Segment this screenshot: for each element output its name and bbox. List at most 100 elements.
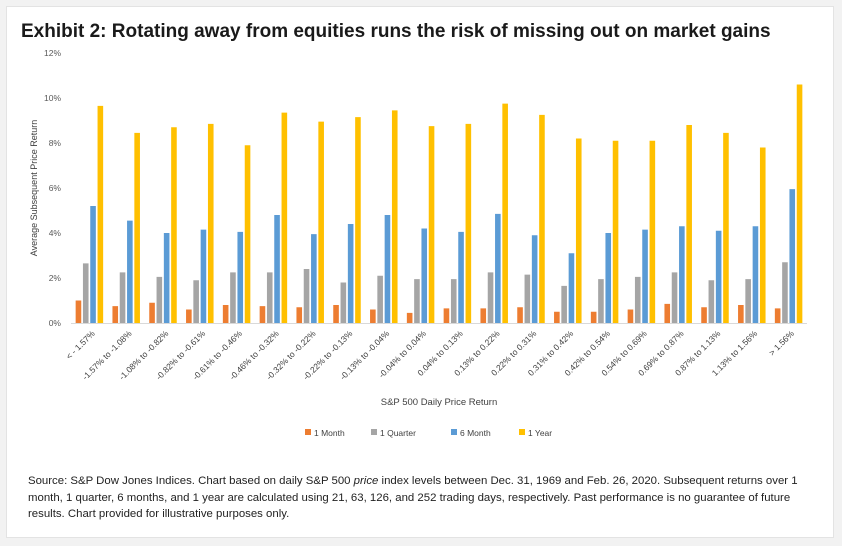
bar-1-year bbox=[502, 103, 508, 324]
bar-1-quarter bbox=[82, 263, 89, 324]
bar-1-quarter bbox=[561, 285, 567, 324]
bar-6-month bbox=[421, 228, 428, 323]
bar-1-quarter bbox=[266, 272, 273, 324]
y-tick-label: 12% bbox=[44, 48, 61, 58]
x-tick-label: < - 1.57% bbox=[64, 328, 97, 361]
bar-6-month bbox=[127, 220, 133, 324]
bar-1-year bbox=[391, 110, 398, 324]
exhibit-card: Exhibit 2: Rotating away from equities r… bbox=[6, 6, 834, 538]
legend-swatch-1-quarter bbox=[371, 429, 377, 435]
legend-swatch-1-year bbox=[519, 429, 525, 435]
bar-1-quarter bbox=[119, 272, 126, 324]
bar-1-year bbox=[575, 138, 582, 323]
bar-1-quarter bbox=[230, 272, 236, 324]
bar-1-quarter bbox=[634, 276, 641, 324]
bar-1-month bbox=[664, 303, 671, 324]
y-tick-label: 2% bbox=[49, 273, 62, 283]
bar-6-month bbox=[90, 206, 96, 323]
bar-6-month bbox=[789, 189, 796, 324]
bar-1-quarter bbox=[303, 269, 310, 323]
bar-1-year bbox=[428, 126, 435, 324]
bar-1-year bbox=[134, 132, 140, 323]
source-note-text-start: Source: S&P Dow Jones Indices. Chart bas… bbox=[28, 475, 354, 487]
bar-1-quarter bbox=[450, 279, 457, 324]
x-axis-title: S&P 500 Daily Price Return bbox=[381, 397, 498, 408]
bar-1-year bbox=[281, 112, 288, 324]
bar-1-year bbox=[686, 125, 692, 323]
bar-1-month bbox=[443, 308, 450, 324]
bar-6-month bbox=[163, 233, 170, 323]
source-note: Source: S&P Dow Jones Indices. Chart bas… bbox=[28, 473, 828, 523]
bar-6-month bbox=[347, 224, 354, 323]
bar-1-quarter bbox=[745, 279, 751, 324]
legend-label: 1 Year bbox=[528, 428, 552, 438]
y-tick-label: 4% bbox=[49, 228, 62, 238]
legend-label: 1 Quarter bbox=[380, 428, 416, 438]
y-tick-label: 10% bbox=[44, 93, 61, 103]
bar-1-quarter bbox=[377, 275, 383, 323]
bar-1-year bbox=[207, 123, 214, 323]
bar-1-quarter bbox=[598, 279, 604, 324]
y-axis-title: Average Subsequent Price Return bbox=[29, 120, 39, 256]
bar-1-quarter bbox=[524, 274, 531, 324]
bar-1-month bbox=[370, 309, 376, 323]
y-tick-label: 6% bbox=[49, 183, 62, 193]
bar-6-month bbox=[311, 234, 317, 324]
bar-1-quarter bbox=[487, 272, 494, 324]
bar-1-quarter bbox=[414, 279, 420, 324]
bar-1-year bbox=[649, 140, 656, 323]
chart-title: Exhibit 2: Rotating away from equities r… bbox=[21, 21, 771, 42]
bar-1-quarter bbox=[156, 276, 163, 324]
bar-1-year bbox=[723, 132, 729, 323]
bar-1-month bbox=[590, 311, 597, 323]
bar-1-month bbox=[186, 309, 192, 323]
bar-1-month bbox=[627, 309, 634, 323]
source-note-emphasis: price bbox=[353, 475, 379, 487]
bar-1-month bbox=[112, 306, 119, 324]
bar-1-month bbox=[774, 308, 781, 324]
y-tick-label: 8% bbox=[49, 138, 62, 148]
bar-6-month bbox=[384, 215, 391, 323]
legend-label: 1 Month bbox=[314, 428, 345, 438]
legend-label: 6 Month bbox=[460, 428, 491, 438]
legend-swatch-1-month bbox=[305, 429, 311, 435]
bar-1-year bbox=[244, 145, 251, 323]
bar-1-quarter bbox=[193, 280, 199, 323]
bar-1-year bbox=[465, 123, 472, 323]
bar-6-month bbox=[568, 253, 575, 323]
bar-1-month bbox=[333, 305, 339, 323]
bar-6-month bbox=[200, 229, 207, 324]
bar-1-year bbox=[355, 117, 361, 324]
bar-1-year bbox=[539, 114, 545, 324]
bar-1-month bbox=[701, 307, 707, 323]
bar-chart: 0%2%4%6%8%10%12%< - 1.57%-1.57% to -1.08… bbox=[29, 48, 807, 438]
bar-1-year bbox=[612, 140, 619, 323]
bar-1-year bbox=[97, 105, 104, 324]
bar-1-quarter bbox=[671, 272, 678, 324]
bar-1-month bbox=[554, 311, 560, 323]
bar-1-month bbox=[259, 306, 266, 324]
bar-1-month bbox=[480, 308, 487, 324]
bar-1-month bbox=[738, 305, 744, 323]
bar-6-month bbox=[679, 226, 685, 323]
bar-1-month bbox=[406, 312, 413, 324]
bar-6-month bbox=[495, 213, 501, 324]
bar-6-month bbox=[274, 215, 280, 323]
bar-1-quarter bbox=[708, 280, 715, 323]
source-note-text-end: index levels between Dec. 31, 1969 and F… bbox=[28, 475, 798, 520]
bar-1-quarter bbox=[782, 262, 788, 323]
bar-6-month bbox=[715, 230, 722, 323]
bar-1-year bbox=[759, 147, 766, 323]
bar-6-month bbox=[752, 226, 759, 323]
x-tick-label: > 1.56% bbox=[767, 328, 797, 358]
bar-6-month bbox=[531, 235, 538, 323]
bar-1-month bbox=[296, 307, 303, 323]
bar-1-month bbox=[222, 305, 229, 323]
y-tick-label: 0% bbox=[49, 318, 62, 328]
bar-1-month bbox=[75, 300, 82, 323]
bar-6-month bbox=[605, 233, 612, 323]
bar-6-month bbox=[458, 231, 464, 324]
bar-1-year bbox=[318, 121, 324, 323]
bar-1-month bbox=[517, 307, 523, 323]
bar-1-quarter bbox=[340, 282, 347, 323]
